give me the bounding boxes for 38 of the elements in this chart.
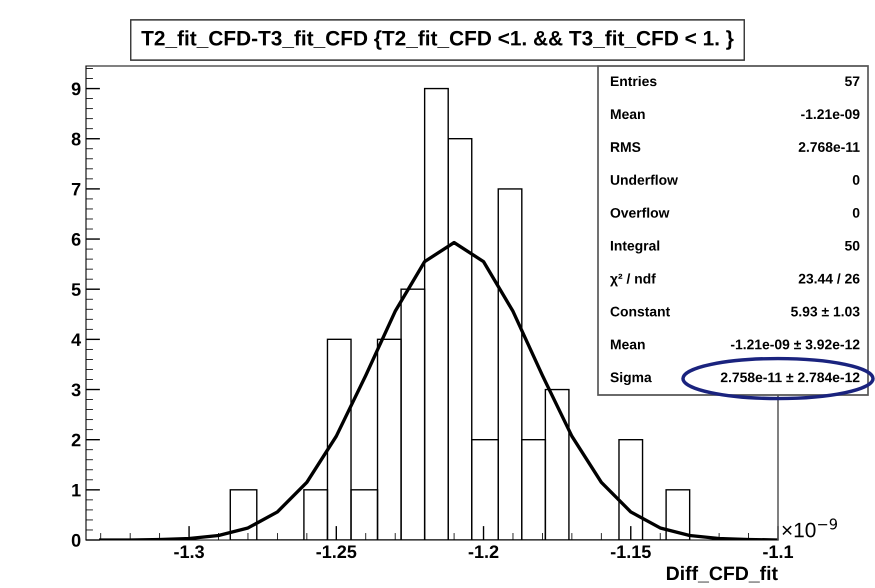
y-tick-label: 9: [72, 82, 80, 96]
text: 57: [844, 76, 860, 86]
annotation: RMS: [610, 142, 640, 152]
y-tick-label: 5: [72, 283, 81, 296]
text: 50: [844, 240, 860, 251]
y-tick-label: 7: [72, 183, 80, 196]
annotation: Overflow: [610, 208, 670, 218]
annotation: Integral: [610, 240, 660, 254]
text: 23.44 / 26: [798, 273, 860, 284]
x-tick-label: -1.15: [610, 546, 651, 558]
y-tick-label: 4: [71, 333, 82, 346]
text: 5.93 ± 1.03: [791, 306, 860, 316]
annotation: χ² / ndf: [610, 273, 656, 286]
text: 2.768e-11: [798, 142, 860, 152]
x-tick-label: -1.2: [468, 545, 498, 558]
annotation: Constant: [610, 306, 670, 316]
annotation: Mean: [610, 340, 645, 350]
text: 0: [852, 175, 860, 185]
x-tick-label: -1.1: [763, 546, 794, 558]
x-tick-label: -1.25: [316, 545, 356, 558]
annotation: -1.21e-09 ± 3.92e-12: [730, 340, 860, 350]
annotation: Mean: [610, 109, 645, 120]
x-tick-label: -1.3: [174, 545, 204, 558]
text: 0: [852, 208, 860, 218]
y-tick-label: 0: [72, 534, 80, 547]
y-tick-label: 3: [72, 383, 80, 396]
y-tick-label: 6: [72, 232, 80, 246]
chart-title: T2_fit_CFD-T3_fit_CFD {T2_fit_CFD <1. && T3_fit_CFD < 1. }: [141, 30, 734, 50]
y-tick-label: 8: [72, 132, 81, 146]
y-tick-label: 2: [72, 434, 80, 446]
x-axis-title: Diff_CFD_fit: [666, 566, 778, 582]
text: -1.21e-09: [801, 109, 860, 120]
text: ×10$^{−9}$: [782, 518, 838, 538]
annotation: Sigma: [610, 372, 652, 386]
annotation: 2.758e-11 ± 2.784e-12: [720, 372, 860, 382]
y-tick-label: 1: [72, 484, 81, 496]
annotation: Underflow: [610, 174, 678, 185]
annotation: Entries: [610, 76, 657, 86]
